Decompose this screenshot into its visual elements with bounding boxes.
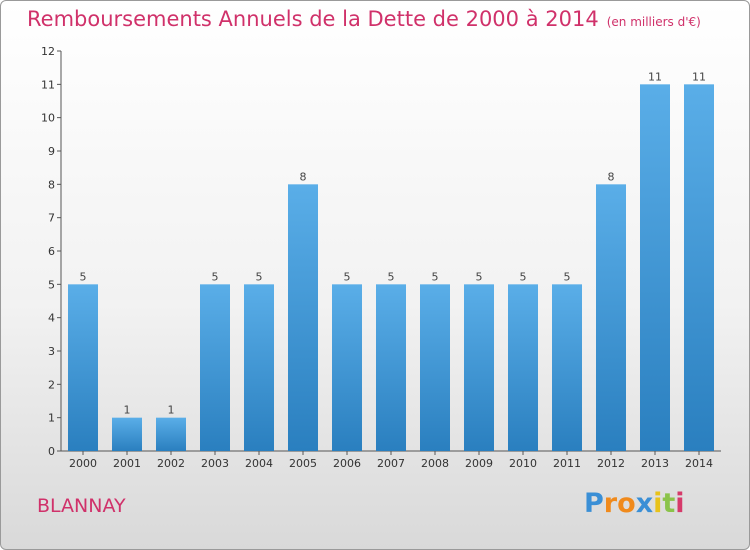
y-tick-label: 7 <box>48 212 55 225</box>
logo-letter: t <box>662 488 676 519</box>
logo-letter: P <box>584 488 604 519</box>
y-tick-label: 6 <box>48 245 55 258</box>
logo-letter: r <box>603 488 618 519</box>
chart-bars <box>68 84 714 452</box>
data-label: 1 <box>168 404 175 417</box>
y-tick-label: 2 <box>48 378 55 391</box>
data-label: 8 <box>300 170 307 183</box>
logo-letter: x <box>635 488 654 519</box>
data-label: 5 <box>344 270 351 283</box>
data-label: 5 <box>432 270 439 283</box>
y-tick-label: 1 <box>48 412 55 425</box>
unit-text: (en milliers d'€) <box>606 15 701 29</box>
y-tick-label: 0 <box>48 445 55 458</box>
x-tick-label: 2012 <box>597 457 625 470</box>
bar <box>376 284 406 451</box>
title-text: Remboursements Annuels de la Dette de 20… <box>27 7 599 31</box>
commune-name: BLANNAY <box>37 495 126 517</box>
data-label: 1 <box>124 404 131 417</box>
x-tick-label: 2005 <box>289 457 317 470</box>
bar <box>156 417 186 451</box>
bar <box>420 284 450 451</box>
data-label: 5 <box>256 270 263 283</box>
logo-letter: i <box>675 488 685 519</box>
data-label: 11 <box>648 70 662 83</box>
bar <box>200 284 230 451</box>
bar <box>332 284 362 451</box>
y-tick-label: 3 <box>48 345 55 358</box>
x-tick-label: 2014 <box>685 457 713 470</box>
proxiti-logo: Proxiti <box>584 488 685 519</box>
chart-labels: 2000 5 2001 1 2002 1 2003 5 2004 5 2005 8 2006 5 2007 5… <box>69 70 713 470</box>
bar <box>112 417 142 451</box>
data-label: 5 <box>80 270 87 283</box>
x-tick-label: 2010 <box>509 457 537 470</box>
y-tick-label: 12 <box>41 45 55 58</box>
data-label: 8 <box>608 170 615 183</box>
data-label: 5 <box>520 270 527 283</box>
y-tick-label: 8 <box>48 178 55 191</box>
data-label: 5 <box>388 270 395 283</box>
bar <box>508 284 538 451</box>
y-tick-label: 9 <box>48 145 55 158</box>
x-tick-label: 2004 <box>245 457 273 470</box>
y-tick-label: 11 <box>41 78 55 91</box>
x-tick-label: 2003 <box>201 457 229 470</box>
bar <box>68 284 98 451</box>
bar <box>288 184 318 452</box>
x-tick-label: 2007 <box>377 457 405 470</box>
chart-title: Remboursements Annuels de la Dette de 20… <box>27 7 701 31</box>
x-tick-label: 2008 <box>421 457 449 470</box>
x-tick-label: 2002 <box>157 457 185 470</box>
bar <box>464 284 494 451</box>
y-tick-label: 5 <box>48 278 55 291</box>
data-label: 5 <box>564 270 571 283</box>
bar <box>684 84 714 451</box>
logo-letter: o <box>617 488 636 519</box>
bar <box>552 284 582 451</box>
x-tick-label: 2000 <box>69 457 97 470</box>
data-label: 11 <box>692 70 706 83</box>
data-label: 5 <box>476 270 483 283</box>
y-tick-label: 4 <box>48 312 55 325</box>
x-tick-label: 2013 <box>641 457 669 470</box>
data-label: 5 <box>212 270 219 283</box>
x-tick-label: 2001 <box>113 457 141 470</box>
bar <box>640 84 670 451</box>
bar <box>596 184 626 452</box>
bar <box>244 284 274 451</box>
x-tick-label: 2011 <box>553 457 581 470</box>
x-tick-label: 2009 <box>465 457 493 470</box>
y-tick-label: 10 <box>41 112 55 125</box>
x-tick-label: 2006 <box>333 457 361 470</box>
logo-letter: i <box>653 488 663 519</box>
